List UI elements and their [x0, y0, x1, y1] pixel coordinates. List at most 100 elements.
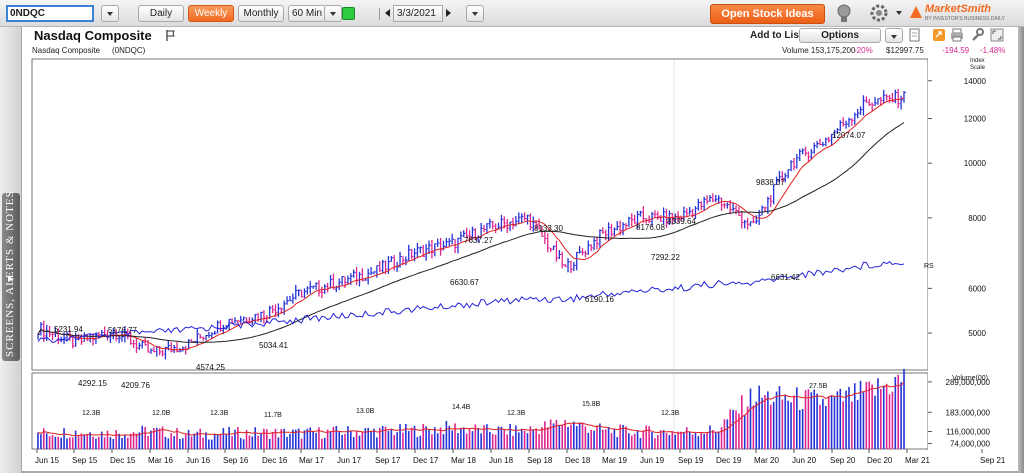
volume-bar	[358, 435, 361, 449]
volume-bar	[752, 405, 755, 449]
volume-bar	[778, 386, 781, 449]
volume-bar	[234, 429, 236, 449]
volume-bar	[509, 423, 511, 449]
period-60min-button[interactable]: 60 Min	[288, 5, 326, 22]
volume-bar	[575, 426, 578, 449]
period-monthly-button[interactable]: Monthly	[238, 5, 284, 22]
volume-bar	[289, 433, 291, 449]
volume-bar	[732, 409, 734, 449]
volume-bar	[332, 426, 335, 449]
volume-bar	[573, 421, 575, 449]
share-icon[interactable]	[932, 28, 946, 42]
options-dropdown[interactable]: Options	[799, 28, 881, 43]
volume-bar	[63, 428, 65, 449]
next-date-icon[interactable]	[446, 9, 451, 17]
volume-bar	[491, 433, 494, 449]
volume-bar	[448, 425, 451, 449]
volume-bar	[694, 432, 697, 449]
volume-bar	[202, 437, 204, 449]
volume-bar	[370, 431, 372, 449]
volume-bar	[74, 430, 77, 449]
volume-annotation-label: 27.5B	[809, 383, 828, 390]
volume-bar	[552, 423, 555, 449]
footer-border	[22, 471, 1018, 473]
volume-bar	[303, 430, 306, 449]
volume-bar	[842, 401, 844, 449]
volume-bar	[231, 436, 233, 449]
volume-bar	[862, 392, 865, 449]
open-stock-ideas-button[interactable]: Open Stock Ideas	[710, 4, 825, 24]
volume-bar	[126, 437, 129, 449]
volume-bar	[500, 426, 503, 449]
volume-bar	[671, 431, 674, 449]
volume-bar	[665, 433, 668, 449]
volume-bar	[199, 428, 201, 449]
volume-annotation-label: 12.3B	[661, 410, 680, 417]
volume-bar	[882, 385, 885, 449]
list-dropdown-button[interactable]	[885, 28, 903, 43]
volume-bar	[801, 409, 804, 449]
lightbulb-icon[interactable]	[834, 3, 854, 24]
right-scroll-edge[interactable]	[1018, 27, 1024, 473]
price-annotation-label: 4574.25	[196, 363, 225, 372]
symbol-dropdown-button[interactable]	[101, 5, 119, 22]
gear-icon[interactable]	[869, 3, 889, 24]
period-weekly-button[interactable]: Weekly	[188, 5, 234, 22]
period-daily-button[interactable]: Daily	[138, 5, 184, 22]
volume-bar	[601, 429, 604, 449]
symbol-input[interactable]: 0NDQC	[6, 5, 94, 22]
volume-bar	[891, 391, 894, 449]
x-axis-label: Jun 18	[489, 456, 514, 465]
volume-bar	[115, 430, 118, 449]
volume-bar	[477, 427, 480, 449]
volume-bar	[535, 428, 537, 449]
x-axis-label: Jun 20	[792, 456, 817, 465]
volume-bar	[746, 406, 749, 449]
volume-bar	[735, 410, 737, 449]
sidebar-label: SCREENS, ALERTS & NOTES	[4, 190, 16, 357]
x-axis-label: Dec 18	[565, 456, 591, 465]
document-icon[interactable]	[907, 28, 921, 42]
volume-bar	[387, 430, 390, 449]
volume-bar	[176, 428, 178, 449]
volume-bar	[558, 424, 561, 449]
toolbar: 0NDQC Daily Weekly Monthly 60 Min 3/3/20…	[0, 0, 1024, 27]
volume-bar	[610, 433, 613, 449]
prev-date-icon[interactable]	[385, 9, 390, 17]
volume-bar	[790, 402, 792, 449]
volume-annotation-label: 13.0B	[356, 408, 375, 415]
volume-bar	[494, 434, 497, 449]
volume-annotation-label: 12.3B	[210, 410, 229, 417]
volume-bar	[170, 433, 173, 449]
settings-dropdown-icon[interactable]	[891, 5, 903, 22]
volume-bar	[83, 434, 86, 449]
x-axis-label: Sep 18	[527, 456, 553, 465]
live-status-indicator[interactable]	[342, 7, 355, 20]
volume-bar	[599, 423, 601, 449]
wrench-icon[interactable]	[970, 28, 984, 42]
fullscreen-icon[interactable]	[990, 28, 1004, 42]
period-dropdown-button[interactable]	[324, 5, 342, 22]
volume-bar	[827, 396, 830, 449]
x-axis-label: Mar 20	[754, 456, 779, 465]
flag-icon[interactable]	[166, 30, 176, 41]
sidebar-toggle-handle[interactable]	[2, 193, 20, 361]
price-annotation-label: 6630.67	[450, 278, 479, 287]
date-dropdown-button[interactable]	[466, 5, 484, 22]
volume-bar	[570, 424, 572, 449]
print-icon[interactable]	[950, 28, 964, 42]
volume-bar	[144, 427, 146, 449]
brand-name: MarketSmith	[925, 3, 992, 15]
volume-bar	[729, 409, 732, 449]
volume-moving-average-line	[37, 382, 905, 437]
volume-bar	[381, 425, 384, 449]
price-annotation-label: 8176.08	[636, 223, 665, 232]
volume-bar	[541, 427, 543, 449]
volume-bar	[42, 428, 45, 449]
sidebar-expand-icon[interactable]	[7, 275, 15, 283]
volume-axis-label: 289,000,000	[946, 378, 991, 387]
volume-bar	[877, 378, 879, 449]
volume-bar	[836, 391, 839, 449]
date-field[interactable]: 3/3/2021	[393, 5, 443, 22]
